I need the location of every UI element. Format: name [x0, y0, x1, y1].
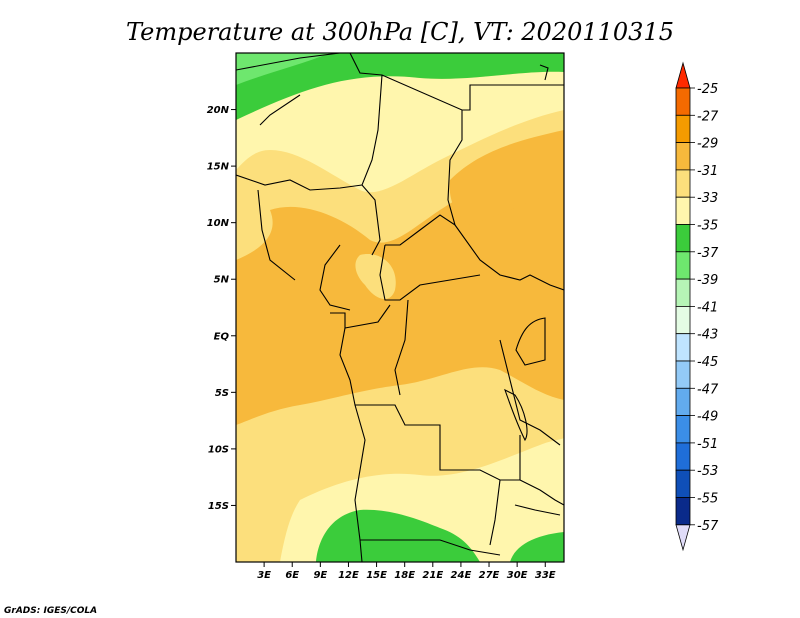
- border-line: [394, 299, 409, 396]
- border-line: [236, 174, 363, 191]
- border-line: [515, 317, 546, 366]
- border-line: [539, 64, 549, 81]
- y-tick-label: 10S: [208, 444, 229, 455]
- x-tick-label: 3E: [257, 570, 271, 581]
- border-line: [339, 327, 521, 481]
- x-axis: 3E 6E 9E 12E 15E 18E 21E 24E 27E 30E 33E: [257, 562, 556, 581]
- border-line: [319, 244, 351, 311]
- colorbar-swatch: [675, 497, 691, 526]
- border-line: [499, 339, 561, 446]
- colorbar-swatch: [675, 360, 691, 389]
- border-line: [514, 504, 561, 516]
- border-line: [454, 224, 564, 291]
- colorbar-label: -45: [697, 355, 718, 370]
- y-tick-label: 15N: [207, 162, 230, 173]
- y-tick-label: 10N: [207, 218, 230, 229]
- border-line: [519, 479, 564, 506]
- border-line: [489, 479, 501, 546]
- x-tick-label: 6E: [285, 570, 299, 581]
- colorbar-label: -47: [697, 382, 719, 397]
- colorbar-swatch: [675, 114, 691, 144]
- colorbar-label: -51: [697, 437, 718, 452]
- colorbar-top-arrow: [675, 61, 691, 89]
- colorbar-label: -57: [697, 519, 719, 534]
- y-tick-label: EQ: [214, 331, 230, 342]
- colorbar-swatch: [675, 278, 691, 307]
- x-tick-label: 24E: [451, 570, 472, 581]
- colorbar-label: -43: [697, 328, 718, 343]
- x-tick-label: 21E: [422, 570, 443, 581]
- colorbar-bottom-arrow: [675, 524, 691, 552]
- colorbar-label: -39: [697, 273, 718, 288]
- colorbar-swatch: [675, 196, 691, 225]
- field-ne-orange: [449, 130, 564, 225]
- colorbar-label: -37: [697, 246, 719, 261]
- country-borders: [236, 53, 564, 562]
- border-line: [354, 404, 366, 562]
- y-axis: 20N 15N 10N 5N EQ 5S 10S 15S: [207, 105, 236, 512]
- colorbar-label: -31: [697, 164, 718, 179]
- colorbar-label: -33: [697, 191, 718, 206]
- border-line: [257, 189, 296, 281]
- colorbar-label: -53: [697, 464, 718, 479]
- chart-title: Temperature at 300hPa [C], VT: 202011031…: [126, 18, 674, 46]
- field-north-green: [236, 53, 564, 120]
- y-tick-label: 15S: [208, 501, 229, 512]
- field-south-green-east: [510, 532, 564, 562]
- colorbar-label: -41: [697, 300, 718, 315]
- map-frame: [235, 52, 565, 563]
- field-light-patch: [355, 254, 396, 300]
- colorbar-label: -25: [697, 82, 718, 97]
- y-tick-label: 5S: [215, 388, 229, 399]
- colorbar-swatch: [675, 251, 691, 280]
- colorbar: -25 -27 -29 -31 -33 -35 -37 -39 -41 -43 -45 -47 -49 -…: [675, 61, 719, 552]
- field-north-lightgreen: [236, 53, 330, 85]
- border-line: [379, 244, 481, 301]
- colorbar-swatch: [675, 469, 691, 498]
- colorbar-swatch: [675, 224, 691, 253]
- field-north-light-band: [236, 71, 564, 193]
- colorbar-swatch: [675, 442, 691, 471]
- colorbar-label: -35: [697, 219, 718, 234]
- border-line: [504, 388, 528, 442]
- colorbar-swatch: [675, 387, 691, 416]
- credit-text: GrADS: IGES/COLA: [4, 606, 97, 616]
- y-tick-label: 20N: [207, 105, 230, 116]
- colorbar-label: -55: [697, 492, 718, 507]
- colorbar-label: -49: [697, 410, 718, 425]
- x-tick-label: 33E: [535, 570, 556, 581]
- colorbar-swatch: [675, 333, 691, 362]
- field-south-green-west: [316, 509, 480, 562]
- colorbar-swatch: [675, 169, 691, 198]
- colorbar-label: -29: [697, 137, 718, 152]
- y-tick-label: 5N: [214, 275, 230, 286]
- map-area: [236, 53, 564, 562]
- x-tick-label: 18E: [394, 570, 415, 581]
- border-line: [236, 53, 341, 71]
- colorbar-swatch: [675, 142, 691, 171]
- x-tick-label: 30E: [507, 570, 528, 581]
- colorbar-swatch: [675, 305, 691, 335]
- border-line: [360, 539, 501, 556]
- x-tick-label: 12E: [338, 570, 359, 581]
- border-line: [259, 94, 301, 126]
- x-tick-label: 27E: [479, 570, 500, 581]
- colorbar-swatch: [675, 87, 691, 116]
- colorbar-label: -27: [697, 109, 719, 124]
- x-tick-label: 9E: [313, 570, 327, 581]
- colorbar-swatch: [675, 415, 691, 444]
- x-tick-label: 15E: [366, 570, 387, 581]
